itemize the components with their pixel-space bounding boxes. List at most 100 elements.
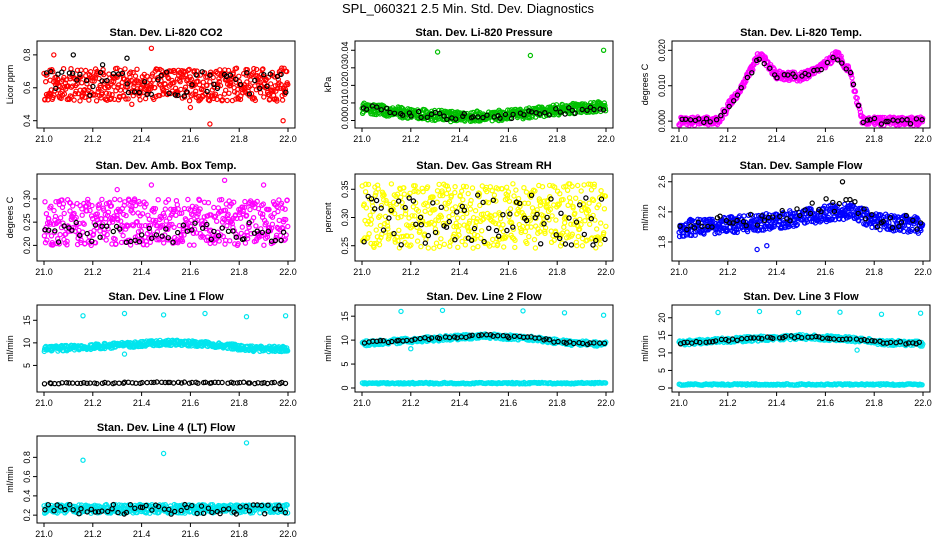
data-point — [97, 69, 104, 76]
data-points — [359, 307, 609, 387]
x-tick-label: 21.2 — [84, 267, 102, 277]
data-point — [465, 190, 471, 197]
chart-boxtemp: Stan. Dev. Amb. Box Temp.21.0 21.2 21.4 21.… — [5, 160, 297, 277]
data-point — [392, 210, 398, 217]
data-point — [270, 87, 276, 94]
data-point — [48, 68, 54, 75]
data-point — [564, 229, 570, 235]
data-point — [759, 213, 765, 219]
y-tick-label: 10 — [340, 335, 350, 345]
x-tick-label: 21.4 — [768, 134, 786, 144]
data-point — [235, 240, 241, 247]
data-point — [188, 76, 195, 83]
data-point — [475, 192, 481, 198]
y-tick-label: 0.25 — [340, 237, 350, 255]
data-point — [230, 199, 237, 205]
data-point — [279, 97, 286, 103]
data-point — [64, 242, 70, 248]
data-point — [278, 200, 285, 207]
data-point — [64, 238, 70, 245]
data-point — [446, 334, 453, 341]
data-point — [434, 49, 441, 55]
data-point — [743, 222, 749, 229]
data-point — [475, 243, 481, 250]
data-point — [121, 310, 128, 317]
data-point — [600, 312, 607, 318]
data-point — [430, 200, 436, 206]
data-point — [569, 231, 576, 237]
data-point — [574, 242, 580, 249]
series-0 — [41, 310, 291, 357]
data-point — [276, 197, 282, 203]
data-point — [144, 242, 150, 248]
data-point — [373, 190, 379, 196]
data-point — [761, 60, 767, 67]
series-1 — [360, 103, 607, 123]
data-point — [257, 85, 263, 92]
data-point — [463, 183, 469, 190]
data-point — [97, 84, 104, 91]
data-point — [489, 187, 495, 194]
data-point — [852, 88, 859, 95]
data-point — [116, 380, 122, 386]
data-point — [914, 226, 920, 232]
data-point — [558, 210, 564, 216]
data-point — [831, 208, 838, 215]
data-point — [48, 233, 55, 239]
data-point — [717, 213, 723, 219]
data-point — [120, 380, 127, 386]
data-point — [567, 199, 574, 205]
x-tick-label: 21.6 — [817, 267, 835, 277]
data-point — [73, 219, 79, 226]
data-point — [55, 76, 61, 82]
data-point — [402, 211, 409, 217]
y-axis-label: degrees C — [640, 63, 650, 105]
data-point — [542, 228, 548, 234]
x-tick-label: 21.4 — [133, 134, 151, 144]
data-point — [523, 189, 530, 195]
data-point — [451, 334, 458, 340]
data-point — [396, 227, 402, 233]
data-point — [524, 240, 530, 247]
series-0 — [41, 177, 291, 249]
data-point — [212, 91, 219, 97]
data-point — [48, 87, 55, 93]
data-point — [511, 333, 518, 339]
data-point — [492, 212, 498, 218]
data-point — [602, 193, 609, 199]
data-point — [774, 74, 780, 81]
data-point — [506, 335, 512, 341]
data-point — [541, 198, 547, 204]
data-point — [82, 94, 88, 101]
data-point — [830, 54, 836, 61]
data-point — [82, 67, 89, 74]
data-point — [189, 91, 196, 97]
data-point — [910, 217, 916, 224]
data-points — [359, 181, 609, 251]
data-point — [730, 220, 736, 226]
y-tick-label: 0.00 — [340, 112, 350, 130]
y-tick-label: 5 — [22, 363, 32, 368]
data-point — [504, 227, 510, 234]
data-point — [402, 204, 408, 211]
data-point — [600, 107, 607, 113]
data-point — [377, 213, 383, 219]
data-point — [481, 238, 487, 245]
data-point — [424, 114, 430, 121]
data-point — [195, 380, 201, 386]
data-point — [564, 187, 571, 193]
data-point — [244, 66, 250, 73]
data-point — [120, 232, 126, 239]
data-point — [216, 197, 223, 203]
data-point — [92, 222, 99, 228]
data-point — [110, 228, 117, 235]
data-point — [575, 182, 581, 189]
data-point — [459, 188, 465, 194]
data-point — [129, 380, 136, 386]
data-point — [460, 197, 466, 203]
x-tick-label: 21.2 — [719, 267, 737, 277]
data-point — [500, 211, 506, 218]
data-point — [839, 179, 846, 185]
series-0 — [676, 49, 926, 128]
data-point — [213, 218, 220, 224]
